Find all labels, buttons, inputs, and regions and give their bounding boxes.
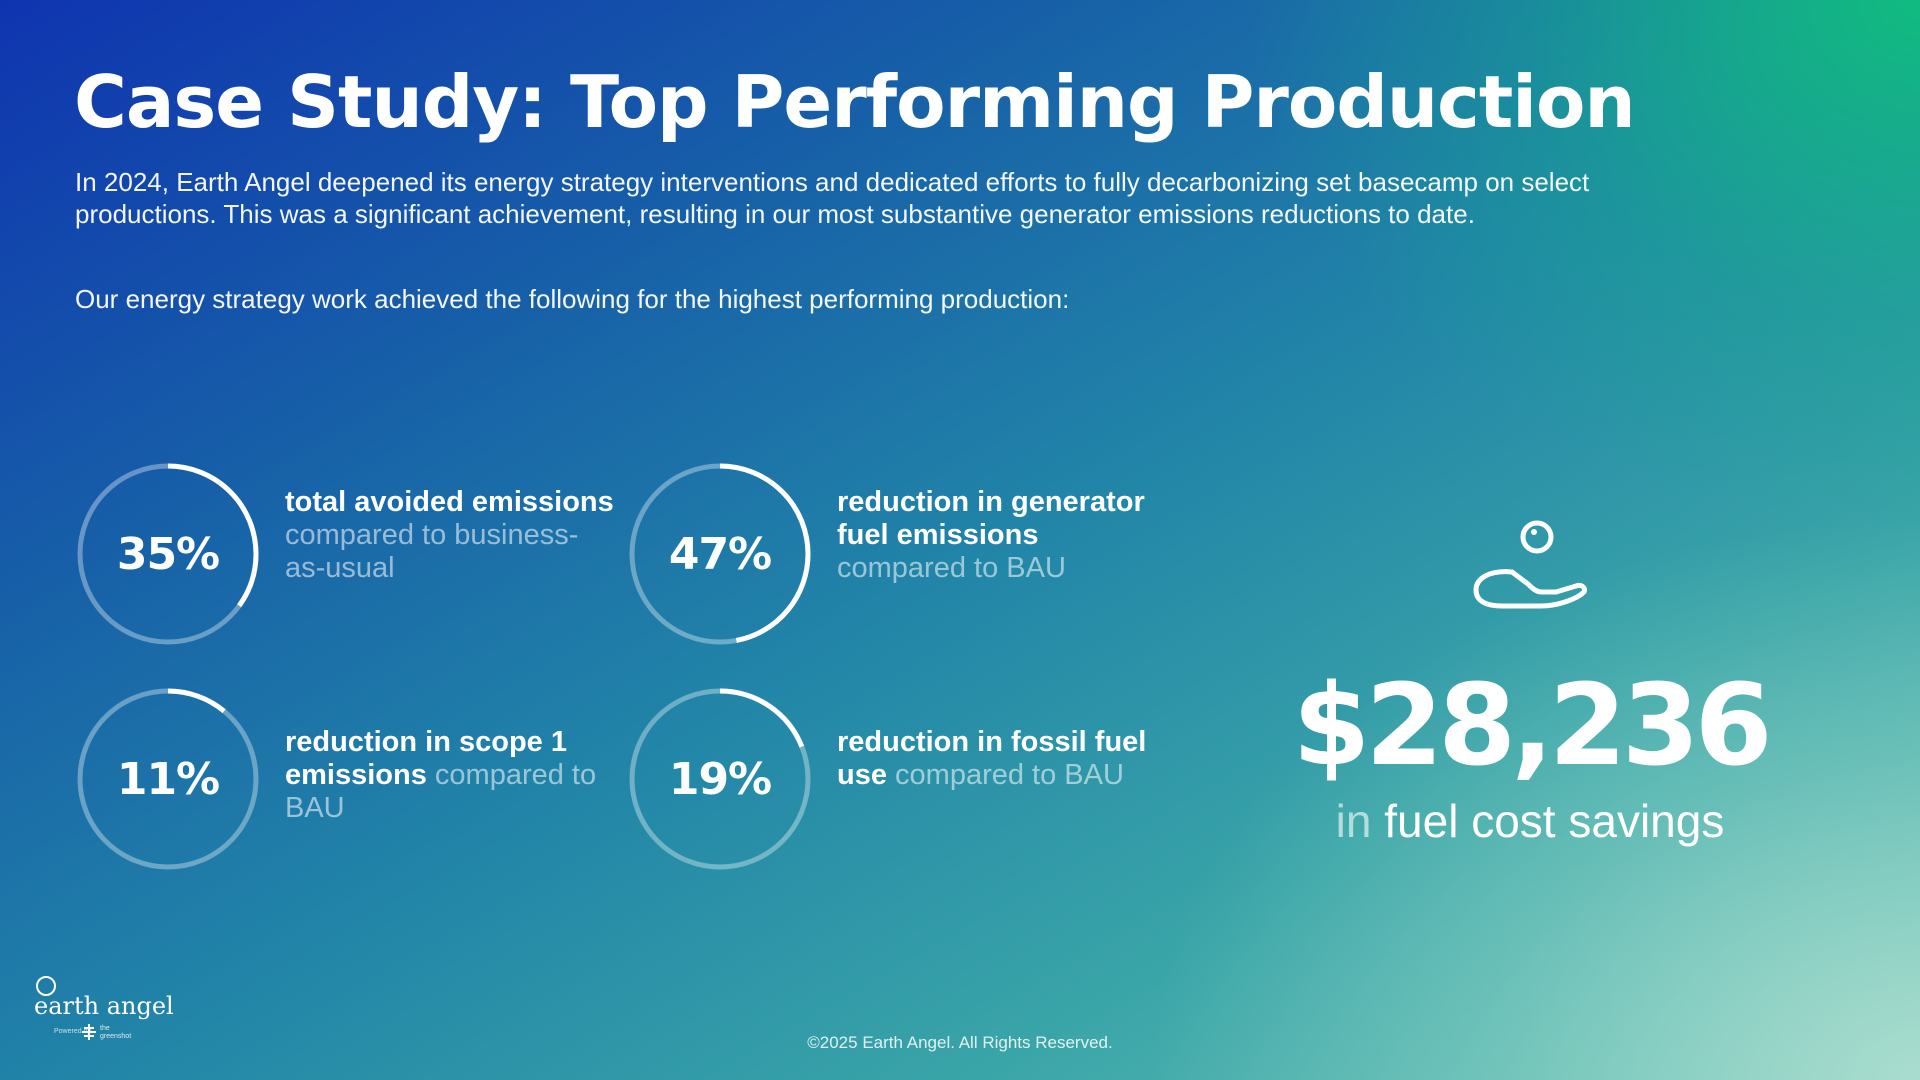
- hand-coin-icon: [1470, 518, 1588, 618]
- stat-value: 35%: [116, 528, 220, 580]
- progress-ring: 35%: [75, 461, 261, 647]
- stat-fossil-fuel-use: 19% reduction in fossil fuel use compare…: [627, 686, 1187, 876]
- ring-fill: [629, 688, 811, 870]
- stat-label: reduction in fossil fuel use: [837, 726, 1147, 791]
- stat-value: 11%: [116, 753, 220, 805]
- intro-paragraph: In 2024, Earth Angel deepened its energy…: [75, 167, 1590, 229]
- stat-comparison: compared to BAU: [837, 552, 1066, 584]
- savings-prefix: in: [1335, 795, 1372, 847]
- progress-ring: 47%: [627, 461, 813, 647]
- stat-value: 47%: [668, 528, 772, 580]
- copyright-footer: ©2025 Earth Angel. All Rights Reserved.: [807, 1033, 1113, 1052]
- savings-caption: in fuel cost savings: [1230, 794, 1830, 848]
- logo-powered-by: Powered by: [54, 1028, 91, 1035]
- progress-ring: 19%: [627, 686, 813, 872]
- stat-label: reduction in scope 1 emissions: [285, 726, 567, 791]
- stat-comparison: compared to BAU: [895, 759, 1124, 791]
- stat-description: reduction in generator fuel emissions co…: [837, 486, 1167, 585]
- stat-total-avoided-emissions: 35% total avoided emissions compared to …: [75, 461, 635, 651]
- savings-amount: $28,236: [1292, 661, 1772, 791]
- ring-fill: [77, 463, 259, 645]
- lead-paragraph: Our energy strategy work achieved the fo…: [75, 284, 1070, 314]
- stat-description: reduction in fossil fuel use compared to…: [837, 726, 1167, 792]
- stat-label: total avoided emissions: [285, 486, 614, 518]
- logo-circle-icon: [36, 976, 56, 996]
- stat-scope1-emissions: 11% reduction in scope 1 emissions compa…: [75, 686, 635, 876]
- stat-value: 19%: [668, 753, 772, 805]
- logo-wordmark: earth angel: [34, 992, 174, 1020]
- progress-ring: 11%: [75, 686, 261, 872]
- ring-fill: [629, 463, 811, 645]
- stat-description: total avoided emissions compared to busi…: [285, 486, 615, 585]
- greenshot-icon: [82, 1024, 96, 1040]
- stat-comparison: compared to BAU: [285, 759, 597, 824]
- page-title: Case Study: Top Performing Production: [74, 60, 1636, 144]
- stat-label: reduction in generator fuel emissions: [837, 486, 1145, 551]
- earth-angel-logo: earth angel Powered by the greenshot: [34, 972, 174, 1042]
- ring-fill: [77, 688, 259, 870]
- stat-comparison: compared to business-as-usual: [285, 519, 579, 584]
- stat-description: reduction in scope 1 emissions compared …: [285, 726, 615, 825]
- logo-partner-name: the greenshot: [100, 1025, 132, 1040]
- savings-label: fuel cost savings: [1384, 795, 1725, 847]
- stat-generator-fuel-emissions: 47% reduction in generator fuel emission…: [627, 461, 1187, 651]
